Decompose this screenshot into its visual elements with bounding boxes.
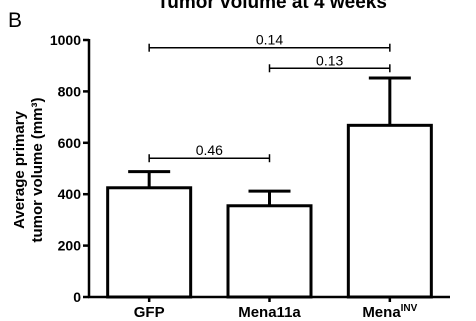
plot-area: 0 200 400 600 800 1000 GFP Mena11a MenaINV 0.14 0.… bbox=[50, 32, 450, 321]
panel-label: B bbox=[8, 9, 22, 32]
bar-1 bbox=[106, 186, 193, 299]
y-axis-label-line-1: Average primary bbox=[11, 110, 28, 228]
y-tick-label-0: 0 bbox=[73, 289, 81, 305]
x-tick-label-1: GFP bbox=[134, 304, 165, 321]
bar-2 bbox=[226, 204, 313, 299]
comparison-pvalue-3: 0.46 bbox=[196, 142, 223, 158]
y-tick-label-600: 600 bbox=[58, 135, 82, 151]
y-axis-label-line-2: tumor volume (mm³) bbox=[29, 97, 46, 242]
bar-3 bbox=[346, 123, 433, 299]
y-tick-label-400: 400 bbox=[58, 186, 82, 202]
x-tick-label-2: Mena11a bbox=[238, 304, 301, 321]
y-axis-label: Average primary tumor volume (mm³) bbox=[11, 97, 46, 242]
comparison-pvalue-2: 0.13 bbox=[316, 52, 343, 68]
x-tick-label-3: MenaINV bbox=[362, 303, 417, 321]
y-tick-label-200: 200 bbox=[58, 238, 82, 254]
chart-title: Tumor volume at 4 weeks bbox=[157, 0, 387, 13]
y-tick-label-1000: 1000 bbox=[50, 32, 81, 48]
comparison-pvalue-1: 0.14 bbox=[256, 32, 283, 48]
y-tick-label-800: 800 bbox=[58, 83, 82, 99]
